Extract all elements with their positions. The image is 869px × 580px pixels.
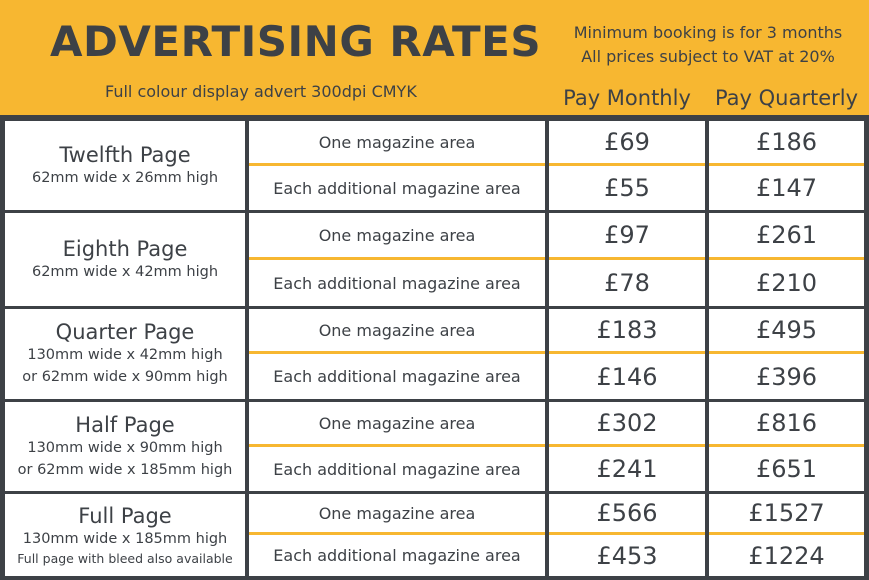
price-quarterly: £210 <box>709 260 864 306</box>
price-monthly: £78 <box>549 260 705 306</box>
magazine-area-label: Each additional magazine area <box>249 447 545 491</box>
price-monthly: £183 <box>549 309 705 354</box>
price-quarterly: £396 <box>709 354 864 399</box>
page-size-cell: Half Page 130mm wide x 90mm high or 62mm w… <box>5 402 245 491</box>
magazine-area-label: One magazine area <box>249 213 545 260</box>
price-monthly: £69 <box>549 121 705 166</box>
column-header-quarterly: Pay Quarterly <box>714 86 859 110</box>
page-size-cell: Quarter Page 130mm wide x 42mm high or 62m… <box>5 309 245 399</box>
page-size-dimensions: or 62mm wide x 185mm high <box>17 461 233 478</box>
page-size-name: Full Page <box>78 503 172 528</box>
vat-note: All prices subject to VAT at 20% <box>581 47 835 66</box>
price-quarterly: £1224 <box>709 535 864 576</box>
price-monthly: £55 <box>549 166 705 210</box>
page-size-dimensions: 62mm wide x 42mm high <box>31 263 219 280</box>
magazine-area-label: Each additional magazine area <box>249 535 545 576</box>
magazine-area-label: One magazine area <box>249 309 545 354</box>
page-subtitle: Full colour display advert 300dpi CMYK <box>105 82 417 101</box>
header-banner: ADVERTISING RATES Full colour display ad… <box>0 0 869 118</box>
magazine-area-label: One magazine area <box>249 494 545 535</box>
column-header-monthly: Pay Monthly <box>563 86 691 110</box>
price-monthly: £453 <box>549 535 705 576</box>
price-quarterly: £816 <box>709 402 864 447</box>
price-quarterly: £651 <box>709 447 864 491</box>
page-size-cell: Full Page 130mm wide x 185mm high Full pag… <box>5 494 245 576</box>
page-size-dimensions: 62mm wide x 26mm high <box>31 169 219 186</box>
price-monthly: £146 <box>549 354 705 399</box>
price-quarterly: £1527 <box>709 494 864 535</box>
page-size-name: Quarter Page <box>55 320 195 344</box>
price-monthly: £566 <box>549 494 705 535</box>
page-size-dimensions: 130mm wide x 42mm high <box>27 347 223 363</box>
price-monthly: £241 <box>549 447 705 491</box>
page-size-name: Eighth Page <box>62 236 188 261</box>
price-quarterly: £495 <box>709 309 864 354</box>
price-monthly: £97 <box>549 213 705 260</box>
price-quarterly: £147 <box>709 166 864 210</box>
page-size-name: Twelfth Page <box>59 142 191 167</box>
magazine-area-label: Each additional magazine area <box>249 166 545 210</box>
page-size-cell: Twelfth Page 62mm wide x 26mm high <box>5 121 245 210</box>
magazine-area-label: Each additional magazine area <box>249 354 545 399</box>
booking-note: Minimum booking is for 3 months <box>573 23 843 42</box>
price-quarterly: £186 <box>709 121 864 166</box>
page-size-dimensions: or 62mm wide x 90mm high <box>22 369 228 385</box>
magazine-area-label: One magazine area <box>249 402 545 447</box>
price-monthly: £302 <box>549 402 705 447</box>
page-size-dimensions: 130mm wide x 185mm high <box>22 530 228 547</box>
page-size-name: Half Page <box>75 412 175 437</box>
page-size-note: Full page with bleed also available <box>17 550 233 566</box>
page-size-dimensions: 130mm wide x 90mm high <box>27 439 223 456</box>
page-size-cell: Eighth Page 62mm wide x 42mm high <box>5 213 245 306</box>
magazine-area-label: Each additional magazine area <box>249 260 545 306</box>
magazine-area-label: One magazine area <box>249 121 545 166</box>
price-quarterly: £261 <box>709 213 864 260</box>
page-title: ADVERTISING RATES <box>50 17 542 66</box>
